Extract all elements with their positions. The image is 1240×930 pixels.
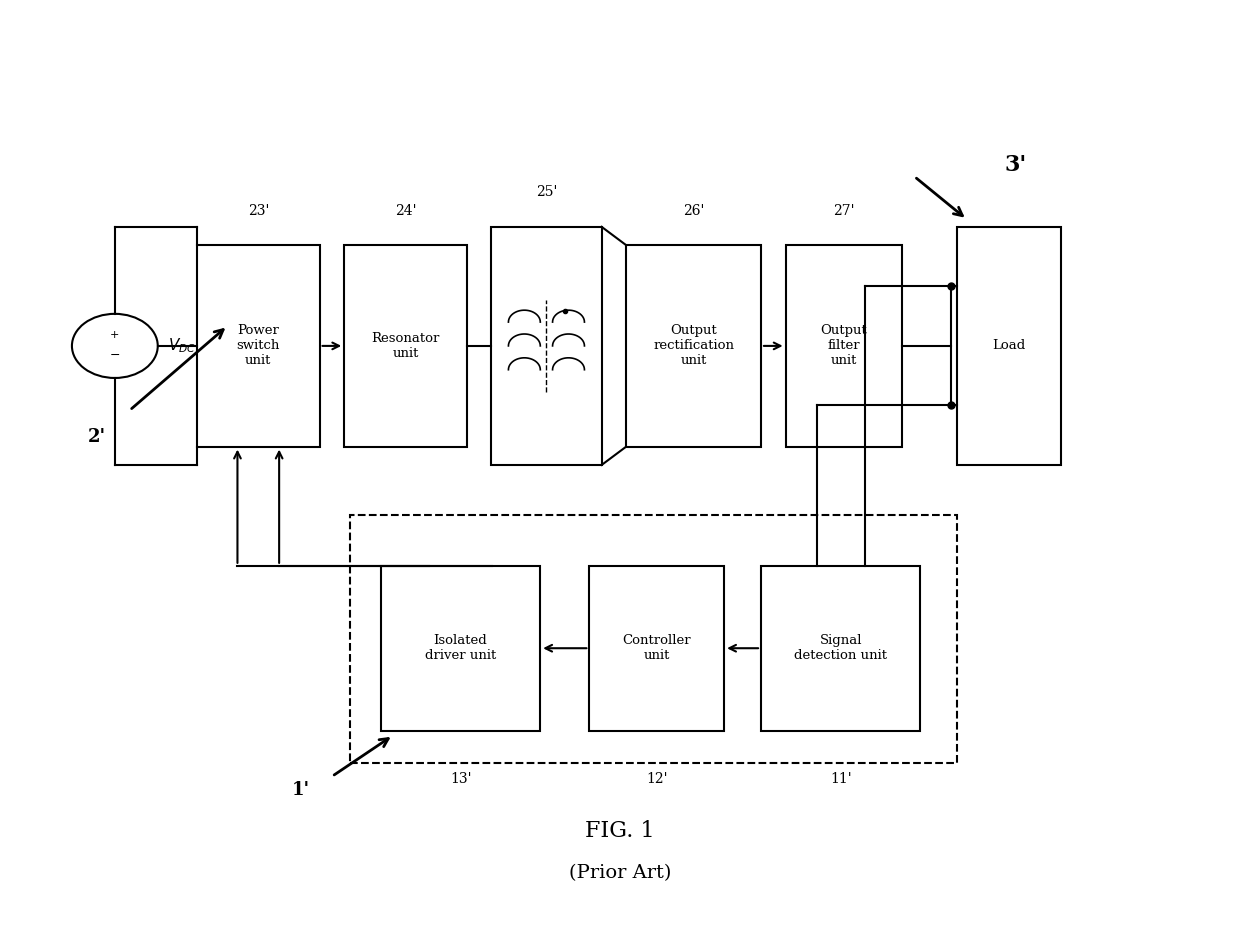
Text: −: − <box>109 349 120 362</box>
Text: Output
filter
unit: Output filter unit <box>821 325 867 367</box>
Text: 25': 25' <box>536 185 557 199</box>
Bar <box>491 227 601 465</box>
Text: 3': 3' <box>1004 154 1027 177</box>
Bar <box>197 246 320 446</box>
Text: 2': 2' <box>87 428 105 445</box>
Text: 27': 27' <box>833 204 854 218</box>
Bar <box>785 246 901 446</box>
Bar <box>589 565 724 731</box>
Bar <box>381 565 541 731</box>
Text: 1': 1' <box>293 781 310 799</box>
Text: 24': 24' <box>394 204 417 218</box>
Text: +: + <box>110 330 119 339</box>
Bar <box>350 515 957 763</box>
Text: 23': 23' <box>248 204 269 218</box>
Bar <box>761 565 920 731</box>
Text: Resonator
unit: Resonator unit <box>371 332 440 360</box>
Text: Load: Load <box>993 339 1025 352</box>
Text: 12': 12' <box>646 772 667 786</box>
Text: $V_{DC}$': $V_{DC}$' <box>167 337 198 355</box>
Bar <box>626 246 761 446</box>
Text: Isolated
driver unit: Isolated driver unit <box>425 634 496 662</box>
Text: Power
switch
unit: Power switch unit <box>237 325 280 367</box>
Text: Output
rectification
unit: Output rectification unit <box>653 325 734 367</box>
Text: 26': 26' <box>683 204 704 218</box>
Text: 13': 13' <box>450 772 471 786</box>
Text: Controller
unit: Controller unit <box>622 634 691 662</box>
Text: (Prior Art): (Prior Art) <box>569 864 671 882</box>
Bar <box>345 246 466 446</box>
Text: 11': 11' <box>830 772 852 786</box>
Bar <box>957 227 1061 465</box>
Text: FIG. 1: FIG. 1 <box>585 820 655 843</box>
Text: Signal
detection unit: Signal detection unit <box>794 634 887 662</box>
